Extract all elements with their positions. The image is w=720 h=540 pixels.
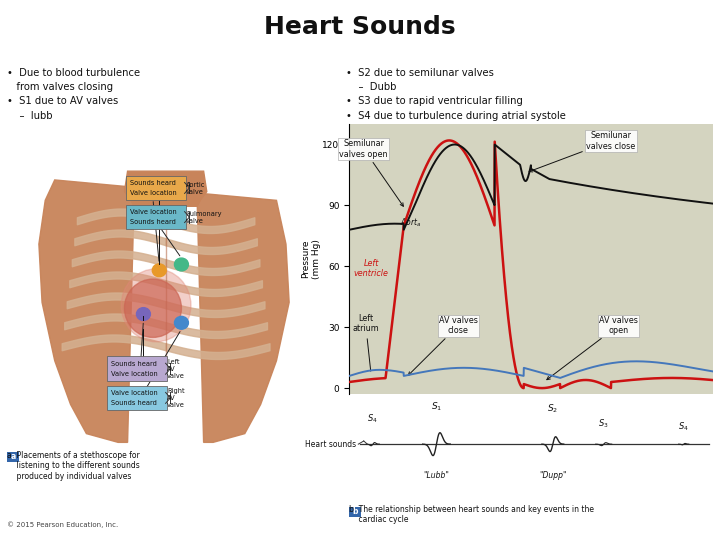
- Text: a  Placements of a stethoscope for
    listening to the different sounds
    pro: a Placements of a stethoscope for listen…: [7, 451, 140, 481]
- Text: AV valves
close: AV valves close: [408, 316, 477, 375]
- Circle shape: [174, 258, 189, 271]
- Circle shape: [153, 264, 166, 276]
- Text: $S_4$: $S_4$: [367, 412, 378, 424]
- Text: Valve location: Valve location: [111, 370, 158, 376]
- FancyBboxPatch shape: [126, 176, 186, 200]
- Text: Sounds heard: Sounds heard: [130, 180, 176, 186]
- Ellipse shape: [125, 279, 181, 338]
- Text: Left
ventricle: Left ventricle: [354, 259, 389, 279]
- Text: b: b: [352, 508, 358, 516]
- FancyBboxPatch shape: [107, 356, 167, 381]
- Text: Valve location: Valve location: [111, 390, 158, 396]
- Circle shape: [174, 316, 189, 329]
- Text: Semilunar
valves open: Semilunar valves open: [340, 139, 403, 206]
- Text: Valve location: Valve location: [130, 210, 176, 215]
- Ellipse shape: [121, 269, 191, 342]
- FancyBboxPatch shape: [348, 506, 362, 518]
- Text: Sounds heard: Sounds heard: [112, 400, 157, 406]
- Text: •  S2 due to semilunar valves
    –  Dubb
•  S3 due to rapid ventricular filling: • S2 due to semilunar valves – Dubb • S3…: [346, 68, 565, 121]
- Circle shape: [137, 308, 150, 320]
- Text: Pulmonary
valve: Pulmonary valve: [186, 211, 222, 224]
- Text: a: a: [10, 453, 16, 461]
- Text: "Dupp": "Dupp": [539, 471, 567, 480]
- Text: AV valves
open: AV valves open: [546, 316, 638, 380]
- Text: b  The relationship between heart sounds and key events in the
    cardiac cycle: b The relationship between heart sounds …: [349, 505, 594, 524]
- Text: Sounds heard: Sounds heard: [130, 219, 176, 225]
- Text: Semilunar
valves close: Semilunar valves close: [529, 131, 636, 172]
- Polygon shape: [39, 180, 289, 442]
- Text: Left
atrium: Left atrium: [352, 314, 379, 371]
- FancyBboxPatch shape: [6, 451, 20, 463]
- Text: Aortic
valve: Aortic valve: [186, 181, 206, 194]
- Y-axis label: Pressure
(mm Hg): Pressure (mm Hg): [302, 239, 321, 279]
- Text: •  Due to blood turbulence
   from valves closing
•  S1 due to AV valves
    –  : • Due to blood turbulence from valves cl…: [7, 68, 140, 121]
- FancyBboxPatch shape: [107, 386, 167, 410]
- Text: $S_1$: $S_1$: [431, 401, 442, 413]
- Text: $S_2$: $S_2$: [547, 403, 559, 415]
- Polygon shape: [125, 171, 207, 206]
- Text: $S_3$: $S_3$: [598, 417, 609, 430]
- Text: Sounds heard: Sounds heard: [112, 361, 157, 367]
- Text: $Aort_a$: $Aort_a$: [400, 217, 421, 229]
- Text: Heart Sounds: Heart Sounds: [264, 15, 456, 39]
- Text: Heart sounds: Heart sounds: [305, 440, 356, 449]
- Text: Left
AV
valve: Left AV valve: [167, 359, 185, 379]
- Text: "Lubb": "Lubb": [423, 471, 449, 480]
- Text: © 2015 Pearson Education, Inc.: © 2015 Pearson Education, Inc.: [7, 521, 119, 528]
- Text: Valve location: Valve location: [130, 190, 176, 196]
- Text: $S_4$: $S_4$: [678, 421, 689, 433]
- Text: Right
AV
valve: Right AV valve: [167, 388, 185, 408]
- FancyBboxPatch shape: [126, 205, 186, 230]
